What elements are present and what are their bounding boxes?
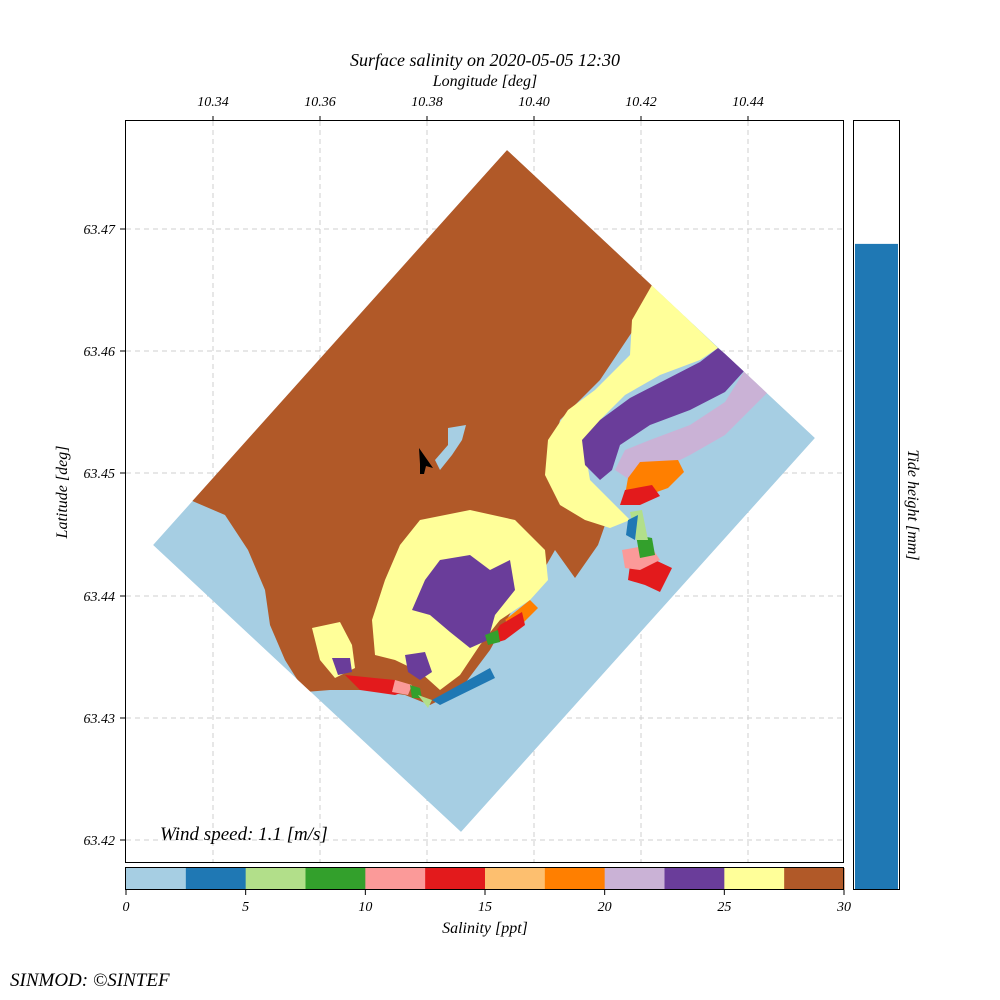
salinity-zone-10 bbox=[410, 685, 422, 698]
colorbar-tick-label: 15 bbox=[478, 900, 492, 915]
colorbar-segment bbox=[245, 868, 306, 890]
salinity-zone-27 bbox=[545, 285, 718, 528]
colorbar-segment bbox=[305, 868, 366, 890]
salinity-zone-25 bbox=[332, 658, 352, 675]
x-tick-label: 10.42 bbox=[625, 95, 657, 110]
y-tick-label: 63.46 bbox=[84, 345, 116, 360]
y-tick-label: 63.43 bbox=[84, 712, 116, 727]
colorbar-ticks: 0 5 10 15 20 25 30 bbox=[123, 890, 851, 915]
colorbar-segment bbox=[485, 868, 546, 890]
salinity-colorbar bbox=[126, 868, 845, 890]
x-tick-label: 10.36 bbox=[304, 95, 336, 110]
salinity-zone-25 bbox=[582, 348, 745, 480]
salinity-zone-10 bbox=[485, 630, 500, 645]
longitude-axis-label: Longitude [deg] bbox=[432, 73, 538, 90]
y-tick-label: 63.45 bbox=[84, 467, 116, 482]
colorbar-segment bbox=[604, 868, 665, 890]
salinity-zone-2 bbox=[435, 425, 466, 470]
wind-arrow-icon bbox=[419, 448, 433, 474]
tide-bar bbox=[855, 243, 898, 889]
credit-text: SINMOD: ©SINTEF bbox=[10, 970, 170, 991]
x-tick-label: 10.34 bbox=[197, 95, 229, 110]
salinity-zone-25 bbox=[405, 652, 432, 680]
salinity-zone-22 bbox=[615, 370, 768, 480]
chart-title: Surface salinity on 2020-05-05 12:30 bbox=[350, 50, 620, 70]
colorbar-tick-label: 20 bbox=[598, 900, 612, 915]
colorbar-segment bbox=[185, 868, 247, 890]
colorbar-segment bbox=[126, 868, 187, 890]
colorbar-segment bbox=[784, 868, 845, 890]
salinity-zone-25 bbox=[412, 555, 515, 648]
colorbar-tick-label: 10 bbox=[358, 900, 372, 915]
colorbar-tick-label: 5 bbox=[242, 900, 249, 915]
y-tick-label: 63.42 bbox=[84, 834, 116, 849]
x-tick-marks bbox=[212, 116, 749, 121]
x-tick-label: 10.40 bbox=[518, 95, 550, 110]
wind-speed-text: Wind speed: 1.1 [m/s] bbox=[160, 824, 328, 845]
colorbar-segment bbox=[365, 868, 426, 890]
y-tick-label: 63.47 bbox=[84, 223, 117, 238]
colorbar-tick-label: 25 bbox=[717, 900, 731, 915]
salinity-field bbox=[153, 150, 815, 832]
y-tick-marks bbox=[120, 228, 126, 841]
salinity-zone-10 bbox=[636, 535, 655, 558]
salinity-zone-15 bbox=[620, 485, 660, 505]
colorbar-frame bbox=[125, 867, 844, 890]
salinity-zone-12 bbox=[392, 680, 412, 695]
colorbar-tick-label: 0 bbox=[123, 900, 130, 915]
colorbar-tick-label: 30 bbox=[836, 900, 851, 915]
colorbar-label: Salinity [ppt] bbox=[442, 920, 528, 937]
colorbar-segment bbox=[425, 868, 486, 890]
colorbar-segment bbox=[664, 868, 725, 890]
salinity-zone-7 bbox=[418, 695, 432, 708]
x-tick-label: 10.44 bbox=[732, 95, 764, 110]
colorbar-segment bbox=[724, 868, 785, 890]
colorbar-segment bbox=[544, 868, 606, 890]
salinity-zone-5 bbox=[432, 668, 495, 705]
salinity-zone-5 bbox=[626, 515, 638, 540]
x-tick-label: 10.38 bbox=[411, 95, 443, 110]
y-tick-label: 63.44 bbox=[84, 590, 116, 605]
